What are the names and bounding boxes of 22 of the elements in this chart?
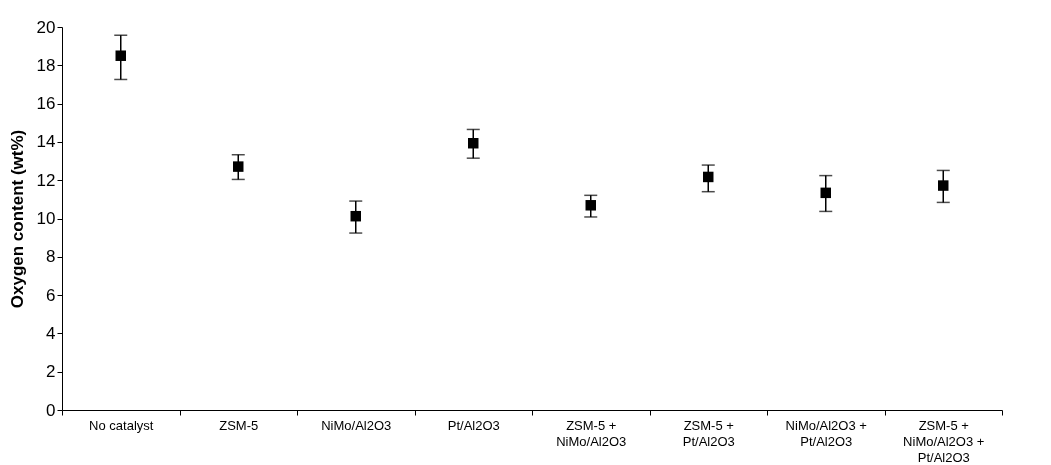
y-tick-label: 10 xyxy=(36,209,56,228)
y-tick-label: 8 xyxy=(46,247,56,267)
y-tick-label: 20 xyxy=(36,17,56,37)
y-axis-title: Oxygen content (wt%) xyxy=(7,129,27,309)
x-tick-label: ZSM-5 + NiMo/Al2O3 xyxy=(556,417,627,449)
x-tick-label: Pt/Al2O3 xyxy=(447,417,500,433)
x-tick-label: ZSM-5 + NiMo/Al2O3 + Pt/Al2O3 xyxy=(903,417,985,465)
y-tick-label: 14 xyxy=(36,132,56,152)
y-tick-label: 6 xyxy=(46,285,56,305)
x-tick-label: NiMo/Al2O3 xyxy=(321,417,392,433)
x-tick-label: No catalyst xyxy=(89,417,154,433)
x-tick-label: NiMo/Al2O3 + Pt/Al2O3 xyxy=(785,417,867,449)
y-tick-label: 0 xyxy=(46,400,56,420)
x-tick-label: ZSM-5 xyxy=(219,417,259,433)
x-tick-label: ZSM-5 + Pt/Al2O3 xyxy=(682,417,735,449)
y-tick-label: 4 xyxy=(46,323,56,343)
y-tick-label: 12 xyxy=(36,170,56,190)
y-tick-label: 16 xyxy=(36,94,56,114)
point xyxy=(938,180,949,191)
point xyxy=(233,161,244,172)
y-tick-label: 2 xyxy=(46,362,56,382)
y-tick-label: 18 xyxy=(36,55,56,75)
